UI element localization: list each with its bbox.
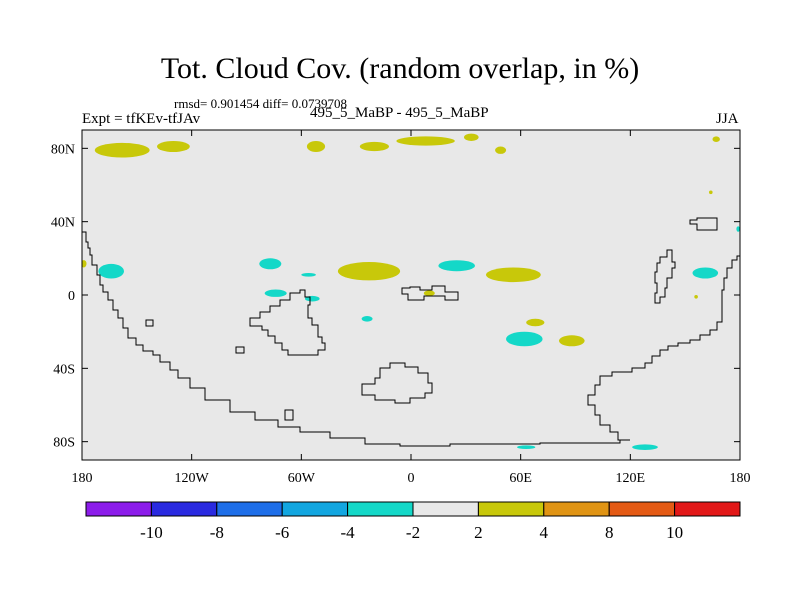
anomaly-region-6 (495, 146, 507, 154)
x-tick-label-3: 0 (408, 471, 415, 486)
y-axis: 80N 40N 0 40S 80S (51, 142, 740, 451)
experiment-label: Expt = tfKEv-tfJAv (82, 111, 201, 127)
colorbar-swatch-0 (85, 501, 152, 517)
colorbar-label-8: 10 (666, 523, 683, 542)
x-tick-label-6: 180 (730, 471, 751, 486)
colorbar-swatch-1 (150, 501, 218, 517)
coastline-island-3 (284, 409, 294, 421)
anomaly-region-5 (464, 133, 479, 141)
anomaly-region-25 (632, 444, 658, 451)
coastline-asia (587, 255, 740, 441)
anomaly-region-1 (157, 141, 190, 152)
colorbar-label-1: -8 (210, 523, 224, 542)
colorbar-swatch-5 (412, 501, 479, 517)
anomaly-region-24 (692, 267, 719, 279)
anomaly-region-4 (396, 136, 455, 146)
coastline-antarctic-island (361, 362, 433, 404)
anomaly-region-8 (709, 190, 713, 195)
coastline-south-america (82, 231, 621, 447)
anomaly-region-0 (94, 142, 150, 158)
colorbar-label-6: 4 (540, 523, 549, 542)
y-tick-label-1: 40N (51, 216, 75, 231)
colorbar-label-5: 2 (474, 523, 483, 542)
anomaly-region-17 (438, 260, 476, 272)
plot-background (82, 130, 740, 460)
colorbar-swatch-9 (674, 501, 741, 517)
colorbar-label-3: -4 (341, 523, 356, 542)
colorbar-swatch-2 (216, 501, 283, 517)
anomaly-region-10 (98, 263, 124, 279)
y-tick-label-0: 80N (51, 142, 75, 157)
anomaly-region-7 (712, 136, 720, 142)
x-tick-label-5: 120E (616, 471, 646, 486)
colorbar-label-0: -10 (140, 523, 163, 542)
colorbar-swatch-4 (347, 501, 414, 517)
coastline-island-2 (235, 346, 245, 354)
stats-text: rmsd= 0.901454 diff= 0.0739708 (174, 96, 347, 111)
x-tick-label-2: 60W (288, 471, 316, 486)
x-tick-label-4: 60E (509, 471, 532, 486)
colorbar-label-4: -2 (406, 523, 420, 542)
x-axis: 180 120W 60W 0 60E 120E 180 (72, 130, 751, 486)
anomaly-region-14 (264, 289, 287, 297)
anomaly-region-22 (506, 331, 543, 347)
anomaly-region-18 (486, 267, 541, 283)
anomaly-region-23 (559, 335, 585, 347)
anomaly-region-20 (361, 316, 373, 322)
colorbar-label-2: -6 (275, 523, 289, 542)
coastlines (82, 217, 740, 447)
colorbar-swatch-6 (477, 501, 545, 517)
anomaly-region-27 (694, 295, 698, 299)
colorbar: -10 -8 -6 -4 -2 2 4 8 10 (85, 501, 741, 542)
x-tick-label-0: 180 (72, 471, 93, 486)
y-tick-label-2: 0 (68, 289, 75, 304)
colorbar-swatch-8 (608, 501, 676, 517)
colorbar-swatch-3 (281, 501, 349, 517)
anomaly-region-9 (736, 226, 740, 232)
colorbar-label-7: 8 (605, 523, 614, 542)
x-tick-label-1: 120W (175, 471, 210, 486)
anomaly-region-2 (306, 141, 326, 152)
y-tick-label-3: 40S (53, 362, 75, 377)
anomaly-region-26 (517, 445, 536, 450)
chart-title: Tot. Cloud Cov. (random overlap, in %) (160, 52, 640, 85)
anomaly-regions (82, 133, 740, 451)
coastline-africa (249, 289, 326, 356)
anomaly-region-3 (359, 141, 389, 152)
season-label: JJA (716, 111, 739, 127)
anomaly-region-12 (259, 258, 282, 270)
coastline-northeast-box (689, 217, 718, 231)
y-tick-label-4: 80S (53, 436, 75, 451)
coastline-equator-land (401, 285, 459, 301)
anomaly-region-21 (526, 318, 545, 327)
anomaly-region-13 (301, 273, 316, 277)
colorbar-swatch-7 (543, 501, 610, 517)
coastline-peninsula (654, 249, 676, 304)
anomaly-region-16 (337, 262, 401, 281)
anomaly-region-19 (423, 290, 435, 297)
anomaly-region-11 (82, 260, 87, 268)
cases-label: 495_5_MaBP - 495_5_MaBP (310, 105, 489, 121)
coastline-island-1 (145, 319, 154, 327)
